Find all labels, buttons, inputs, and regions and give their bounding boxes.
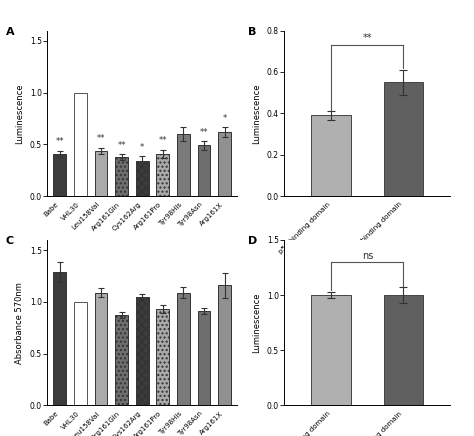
Bar xyxy=(54,154,66,196)
Bar xyxy=(311,295,351,405)
Bar xyxy=(198,311,210,405)
Bar xyxy=(156,154,169,196)
Bar xyxy=(311,116,351,196)
Bar xyxy=(177,134,190,196)
Text: D: D xyxy=(248,236,257,246)
Bar xyxy=(383,295,423,405)
Bar xyxy=(95,293,108,405)
Bar xyxy=(156,309,169,405)
Text: A: A xyxy=(6,27,14,37)
Bar xyxy=(218,132,231,196)
Y-axis label: Luminescence: Luminescence xyxy=(252,293,261,353)
Text: **: ** xyxy=(55,137,64,146)
Text: C: C xyxy=(6,236,14,246)
Bar xyxy=(198,146,210,196)
Text: ns: ns xyxy=(362,251,373,261)
Bar xyxy=(136,297,148,405)
Bar xyxy=(136,161,148,196)
Y-axis label: Luminescence: Luminescence xyxy=(15,83,24,143)
Text: **: ** xyxy=(363,34,372,43)
Text: *: * xyxy=(222,114,227,123)
Bar xyxy=(54,272,66,405)
Bar xyxy=(218,286,231,405)
Bar xyxy=(383,82,423,196)
Text: *: * xyxy=(140,143,144,152)
Text: B: B xyxy=(248,27,256,37)
Bar xyxy=(74,302,87,405)
Bar xyxy=(177,293,190,405)
Text: **: ** xyxy=(97,134,105,143)
Y-axis label: Luminescence: Luminescence xyxy=(252,83,261,143)
Text: **: ** xyxy=(200,128,208,137)
Text: **: ** xyxy=(159,136,167,146)
Bar xyxy=(115,157,128,196)
Bar xyxy=(115,315,128,405)
Y-axis label: Absorbance 570nm: Absorbance 570nm xyxy=(15,282,24,364)
Text: **: ** xyxy=(118,140,126,150)
Bar xyxy=(95,150,108,196)
Bar xyxy=(74,92,87,196)
